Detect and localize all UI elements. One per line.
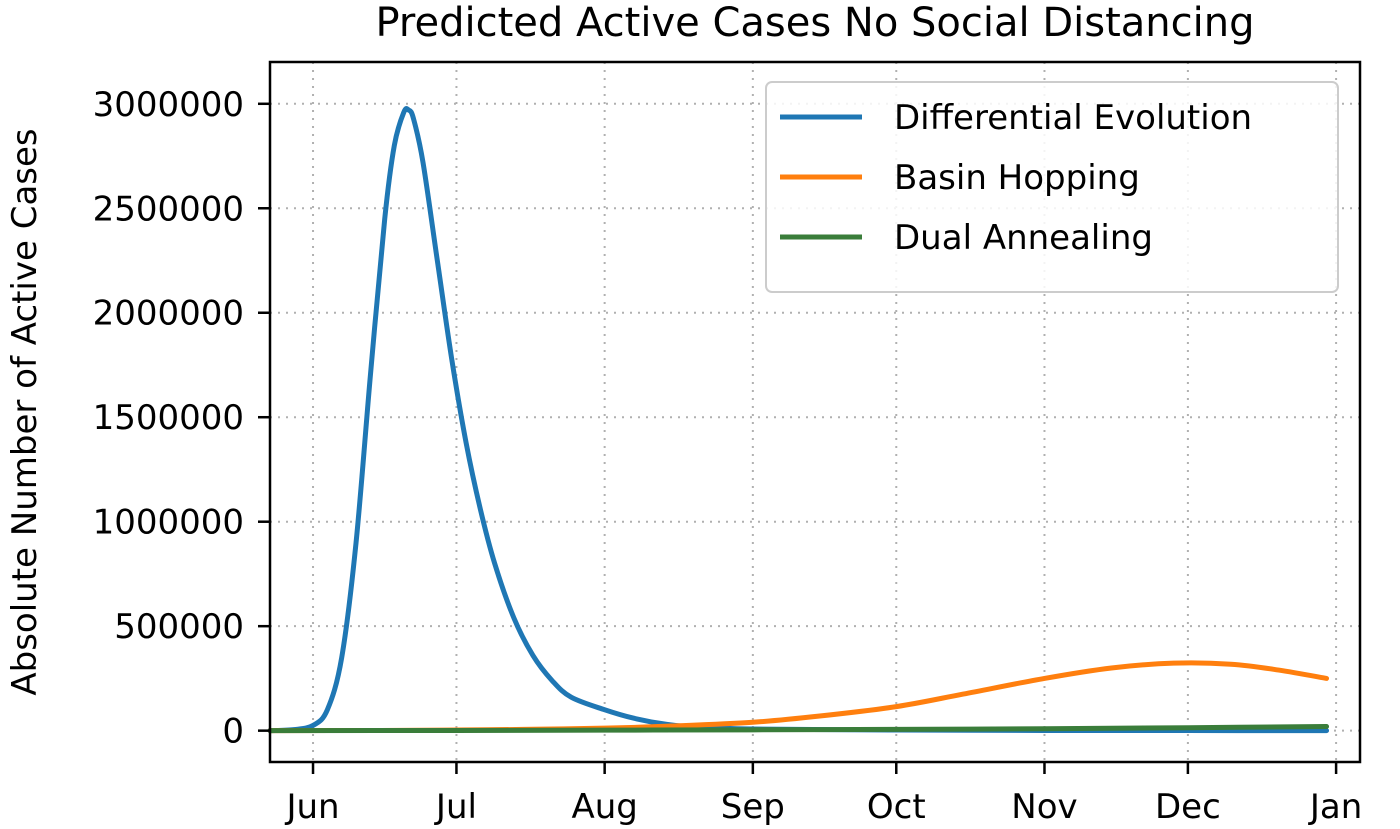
y-tick-label: 500000 xyxy=(114,607,244,647)
x-tick-label: Sep xyxy=(721,787,785,827)
legend: Differential Evolution Basin Hopping Dual … xyxy=(765,81,1339,293)
legend-label-differential-evolution: Differential Evolution xyxy=(894,98,1252,138)
y-tick-label: 0 xyxy=(222,712,244,752)
series-lines xyxy=(267,106,1330,734)
y-axis-title: Absolute Number of Active Cases xyxy=(5,128,45,695)
x-tick-label: Jun xyxy=(284,787,339,827)
ticks: Jun Jul Aug Sep Oct Nov Dec Jan 0 500000 1000000 15… xyxy=(93,85,1363,827)
y-tick-label: 1000000 xyxy=(93,503,244,543)
chart-title: Predicted Active Cases No Social Distanc… xyxy=(376,0,1255,46)
x-tick-label: Aug xyxy=(571,787,637,827)
y-tick-label: 1500000 xyxy=(93,398,244,438)
y-tick-label: 2000000 xyxy=(93,294,244,334)
x-tick-label: Dec xyxy=(1155,787,1221,827)
x-tick-label: Jul xyxy=(434,787,477,827)
axes xyxy=(268,60,1362,764)
x-tick-label: Jan xyxy=(1308,787,1362,827)
legend-label-dual-annealing: Dual Annealing xyxy=(894,218,1153,258)
legend-box xyxy=(765,81,1339,293)
series-line-basin-hopping xyxy=(267,660,1330,734)
plot-frame xyxy=(268,60,1362,764)
y-tick-label: 3000000 xyxy=(93,85,244,125)
series-line-dual-annealing xyxy=(267,723,1330,734)
legend-label-basin-hopping: Basin Hopping xyxy=(894,158,1140,198)
y-tick-label: 2500000 xyxy=(93,189,244,229)
x-tick-label: Oct xyxy=(867,787,926,827)
x-tick-label: Nov xyxy=(1011,787,1077,827)
